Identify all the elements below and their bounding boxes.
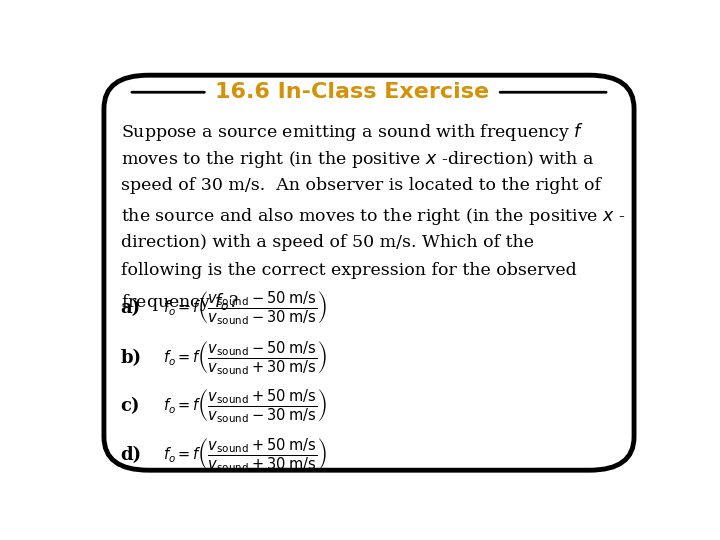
- Text: speed of 30 m/s.  An observer is located to the right of: speed of 30 m/s. An observer is located …: [121, 178, 600, 194]
- Text: $f_o = f\left(\dfrac{v_{\mathrm{sound}} + 50\;\mathrm{m/s}}{v_{\mathrm{sound}} +: $f_o = f\left(\dfrac{v_{\mathrm{sound}} …: [163, 436, 326, 474]
- FancyBboxPatch shape: [104, 75, 634, 470]
- Text: $f_o = f\left(\dfrac{v_{\mathrm{sound}} - 50\;\mathrm{m/s}}{v_{\mathrm{sound}} -: $f_o = f\left(\dfrac{v_{\mathrm{sound}} …: [163, 289, 326, 327]
- Text: d): d): [121, 446, 142, 464]
- Text: b): b): [121, 349, 142, 367]
- Text: moves to the right (in the positive $x$ -direction) with a: moves to the right (in the positive $x$ …: [121, 149, 594, 170]
- Text: frequency $f_o$?: frequency $f_o$?: [121, 291, 239, 313]
- Text: $f_o = f\left(\dfrac{v_{\mathrm{sound}} + 50\;\mathrm{m/s}}{v_{\mathrm{sound}} -: $f_o = f\left(\dfrac{v_{\mathrm{sound}} …: [163, 387, 326, 425]
- Text: $f_o = f\left(\dfrac{v_{\mathrm{sound}} - 50\;\mathrm{m/s}}{v_{\mathrm{sound}} +: $f_o = f\left(\dfrac{v_{\mathrm{sound}} …: [163, 339, 326, 377]
- Text: following is the correct expression for the observed: following is the correct expression for …: [121, 262, 577, 279]
- Text: Suppose a source emitting a sound with frequency $f$: Suppose a source emitting a sound with f…: [121, 121, 584, 143]
- Text: the source and also moves to the right (in the positive $x$ -: the source and also moves to the right (…: [121, 206, 626, 227]
- Text: direction) with a speed of 50 m/s. Which of the: direction) with a speed of 50 m/s. Which…: [121, 234, 534, 251]
- Text: c): c): [121, 397, 140, 415]
- Text: 16.6 In-Class Exercise: 16.6 In-Class Exercise: [215, 82, 490, 102]
- Text: a): a): [121, 299, 141, 317]
